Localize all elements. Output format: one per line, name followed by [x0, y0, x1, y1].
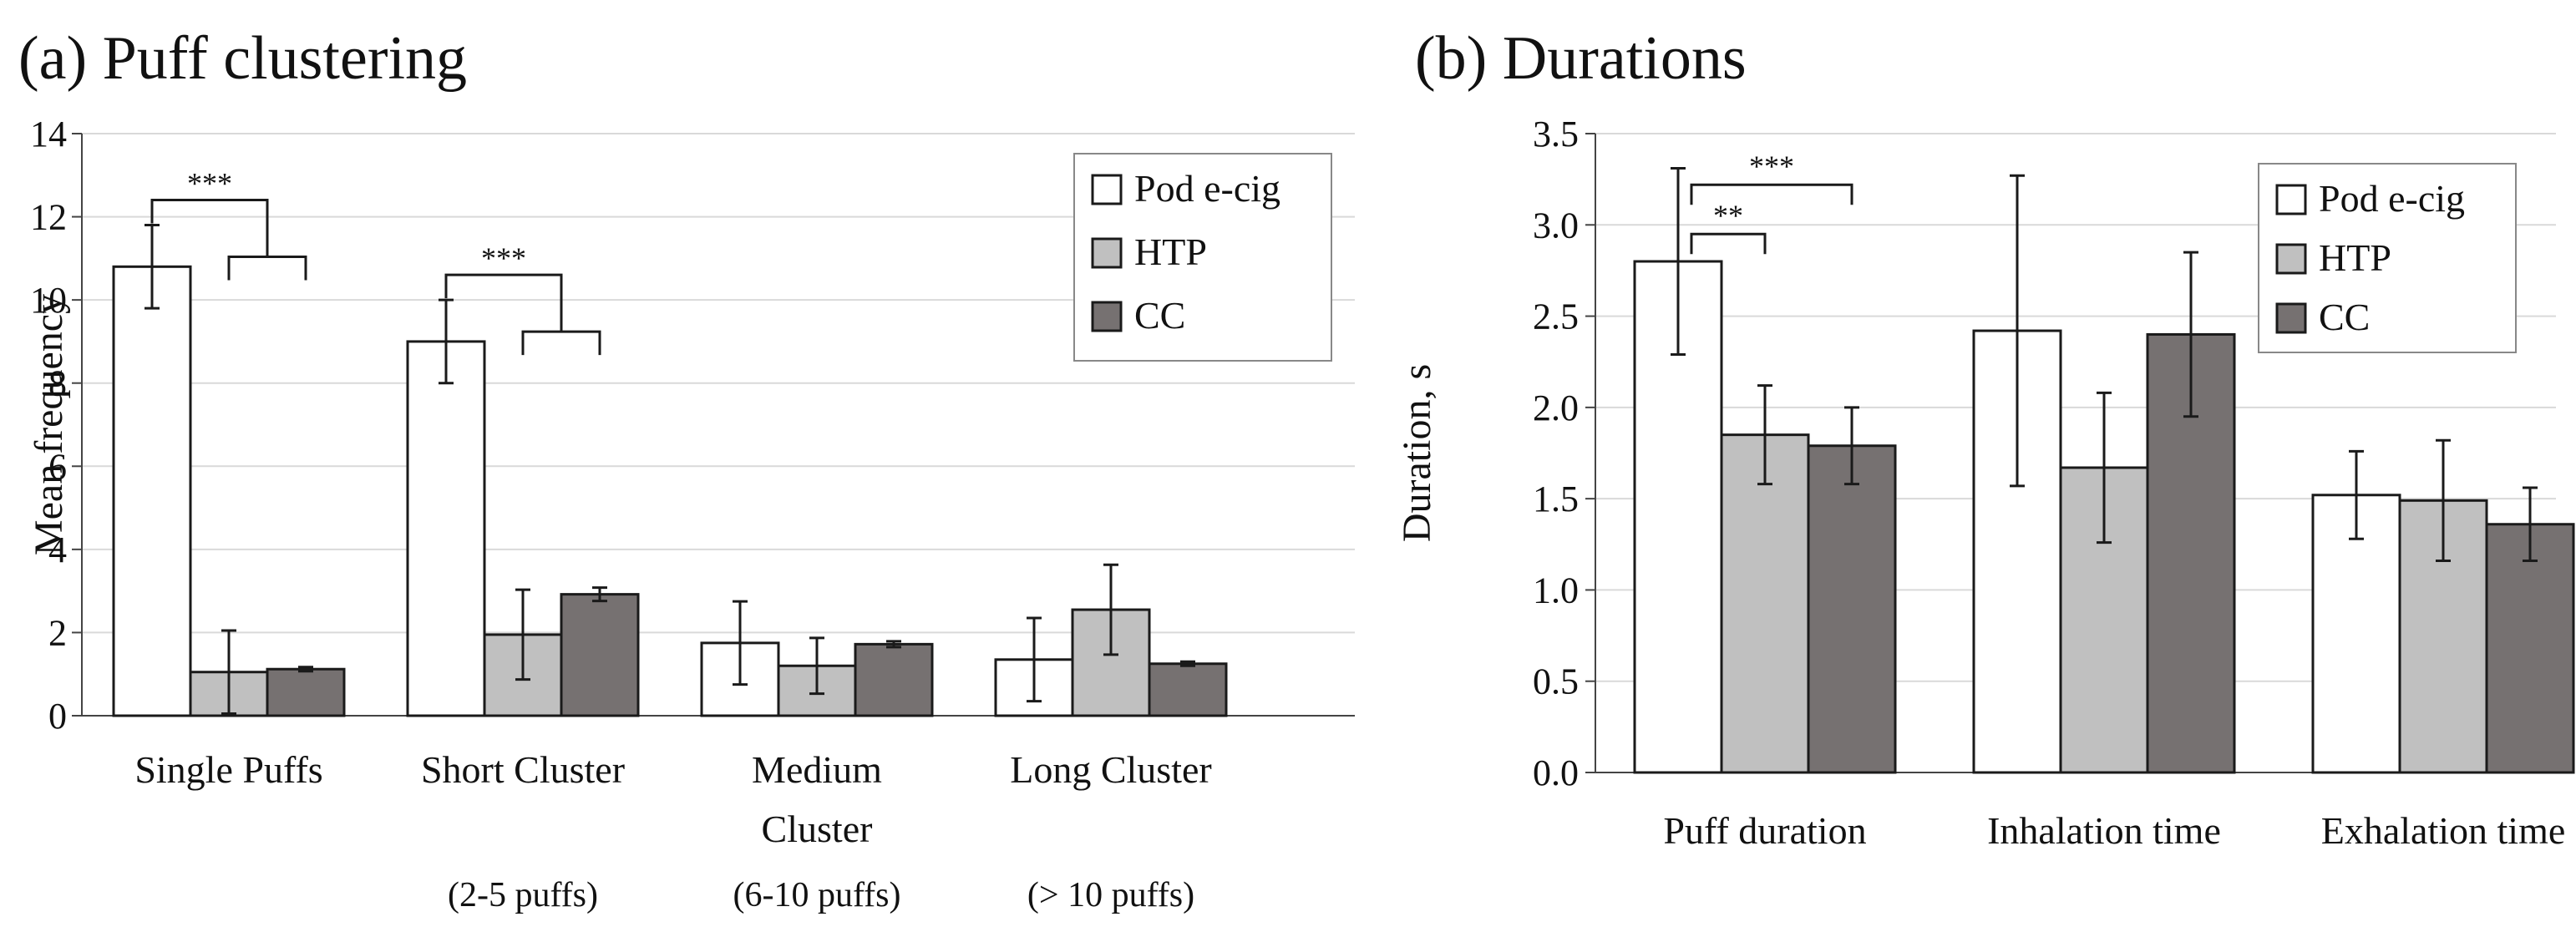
- x-category-label: Exhalation time: [2321, 809, 2566, 852]
- chart-title: (a) Puff clustering: [18, 24, 467, 93]
- y-tick-label: 2: [48, 612, 67, 653]
- y-tick-label: 2.0: [1533, 387, 1579, 428]
- bar-cc: [1148, 662, 1228, 717]
- significance-label: ***: [187, 167, 232, 200]
- y-tick-label: 3.5: [1533, 114, 1579, 154]
- y-axis-label: Mean frequency: [27, 294, 71, 555]
- legend-label: HTP: [1134, 230, 1207, 273]
- significance-bracket: [444, 273, 563, 332]
- y-tick-label: 10: [30, 280, 67, 321]
- y-tick-label: 0.0: [1533, 752, 1579, 793]
- legend-label: CC: [1134, 294, 1185, 337]
- y-tick-label: 14: [30, 114, 67, 154]
- y-tick-label: 2.5: [1533, 296, 1579, 337]
- y-tick-label: 0: [48, 696, 67, 737]
- x-category-label: Cluster: [762, 808, 873, 850]
- y-tick-label: 12: [30, 197, 67, 238]
- bar-cc: [854, 642, 934, 717]
- x-category-label: Long Cluster: [1010, 748, 1211, 791]
- legend-swatch: [1091, 237, 1123, 269]
- legend-label: HTP: [2319, 236, 2391, 279]
- y-tick-label: 8: [48, 363, 67, 404]
- significance-bracket: [1690, 183, 1853, 205]
- significance-subbracket: [227, 256, 307, 281]
- x-category-label: Inhalation time: [1987, 809, 2221, 852]
- legend-swatch: [1091, 301, 1123, 332]
- legend-swatch: [1091, 174, 1123, 205]
- legend-swatch: [2275, 243, 2307, 275]
- panel-a-puff-clustering: (a) Puff clustering Mean frequency 0 2 4 6 8 10…: [18, 24, 1355, 914]
- legend-swatch: [2275, 184, 2307, 215]
- legend-label: Pod e-cig: [2319, 177, 2465, 220]
- bar-cc: [2485, 523, 2575, 774]
- x-category-label: Puff duration: [1663, 809, 1866, 852]
- x-category-label: Single Puffs: [134, 748, 322, 791]
- bar-cc: [560, 593, 640, 717]
- chart-title: (b) Durations: [1415, 24, 1747, 93]
- x-category-sublabel: (2-5 puffs): [448, 876, 598, 914]
- significance-label: **: [1713, 199, 1743, 232]
- significance-bracket: [150, 199, 269, 257]
- x-category-label: Short Cluster: [421, 748, 625, 791]
- bar-cc: [266, 667, 346, 717]
- significance-label: ***: [481, 241, 526, 275]
- y-axis-label: Duration, s: [1395, 364, 1439, 542]
- y-tick-label: 1.0: [1533, 570, 1579, 610]
- x-category-sublabel: (6-10 puffs): [733, 876, 900, 914]
- legend-label: CC: [2319, 296, 2370, 338]
- bar-pod-e-cig: [112, 265, 192, 717]
- significance-label: ***: [1749, 149, 1794, 183]
- y-tick-label: 6: [48, 446, 67, 487]
- x-category-label: Medium: [752, 748, 882, 791]
- significance-subbracket: [521, 330, 601, 356]
- bar-cc: [1807, 444, 1897, 774]
- y-tick-label: 4: [48, 529, 67, 570]
- bar-pod-e-cig: [406, 340, 486, 717]
- legend-swatch: [2275, 302, 2307, 334]
- y-tick-label: 0.5: [1533, 661, 1579, 702]
- legend-label: Pod e-cig: [1134, 167, 1280, 210]
- x-category-sublabel: (> 10 puffs): [1027, 876, 1194, 914]
- y-tick-label: 1.5: [1533, 479, 1579, 519]
- significance-bracket: [1690, 232, 1767, 255]
- y-tick-label: 3.0: [1533, 205, 1579, 246]
- bar-htp: [1720, 433, 1810, 774]
- bar-pod-e-cig: [2311, 494, 2401, 774]
- panel-b-durations: (b) Durations Duration, s 0.0 0.5 1.0 1.5 2.0 2…: [1395, 24, 2575, 852]
